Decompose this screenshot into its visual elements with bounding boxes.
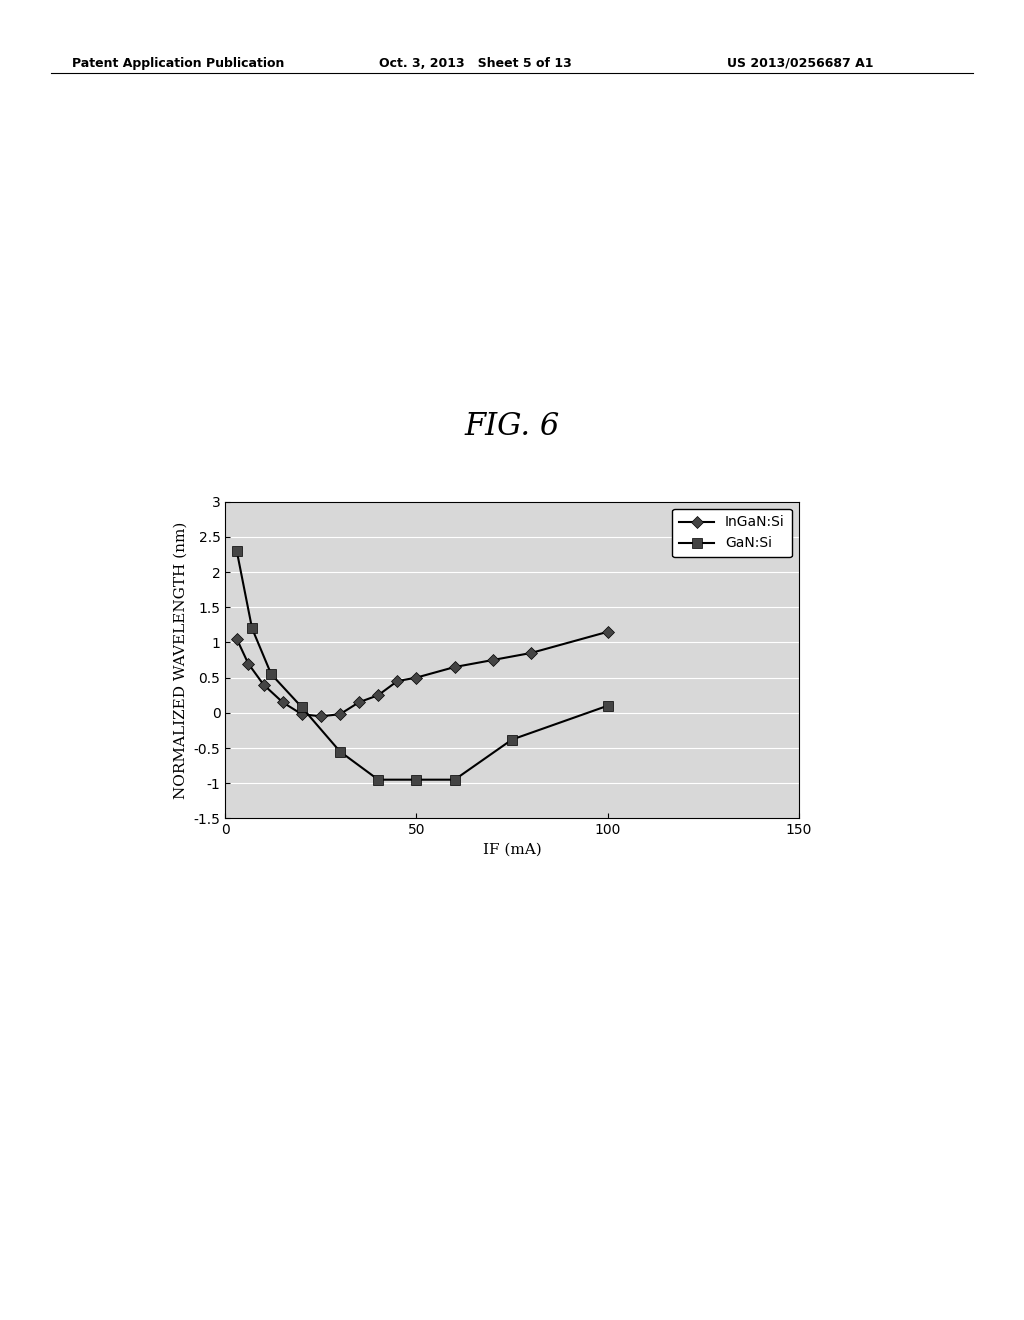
GaN:Si	[296, 700, 308, 715]
InGaN:Si	[334, 706, 346, 722]
GaN:Si	[601, 698, 613, 714]
X-axis label: IF (mA): IF (mA)	[482, 842, 542, 857]
GaN:Si	[372, 772, 384, 788]
GaN:Si	[265, 667, 278, 682]
InGaN:Si	[296, 706, 308, 722]
Text: Patent Application Publication: Patent Application Publication	[72, 57, 284, 70]
Legend: InGaN:Si, GaN:Si: InGaN:Si, GaN:Si	[673, 508, 792, 557]
InGaN:Si	[230, 631, 243, 647]
GaN:Si	[334, 743, 346, 759]
Text: Oct. 3, 2013   Sheet 5 of 13: Oct. 3, 2013 Sheet 5 of 13	[379, 57, 571, 70]
InGaN:Si	[449, 659, 461, 675]
GaN:Si	[411, 772, 423, 788]
InGaN:Si	[391, 673, 403, 689]
Line: GaN:Si: GaN:Si	[231, 546, 612, 784]
Y-axis label: NORMALIZED WAVELENGTH (nm): NORMALIZED WAVELENGTH (nm)	[174, 521, 188, 799]
Text: FIG. 6: FIG. 6	[464, 412, 560, 442]
GaN:Si	[449, 772, 461, 788]
InGaN:Si	[257, 677, 269, 693]
GaN:Si	[246, 620, 258, 636]
Line: InGaN:Si: InGaN:Si	[232, 628, 611, 721]
InGaN:Si	[486, 652, 499, 668]
InGaN:Si	[525, 645, 538, 661]
InGaN:Si	[372, 688, 384, 704]
InGaN:Si	[353, 694, 366, 710]
InGaN:Si	[276, 694, 289, 710]
InGaN:Si	[601, 624, 613, 640]
InGaN:Si	[314, 709, 327, 725]
InGaN:Si	[242, 656, 254, 672]
InGaN:Si	[411, 669, 423, 685]
GaN:Si	[230, 543, 243, 558]
GaN:Si	[506, 731, 518, 747]
Text: US 2013/0256687 A1: US 2013/0256687 A1	[727, 57, 873, 70]
